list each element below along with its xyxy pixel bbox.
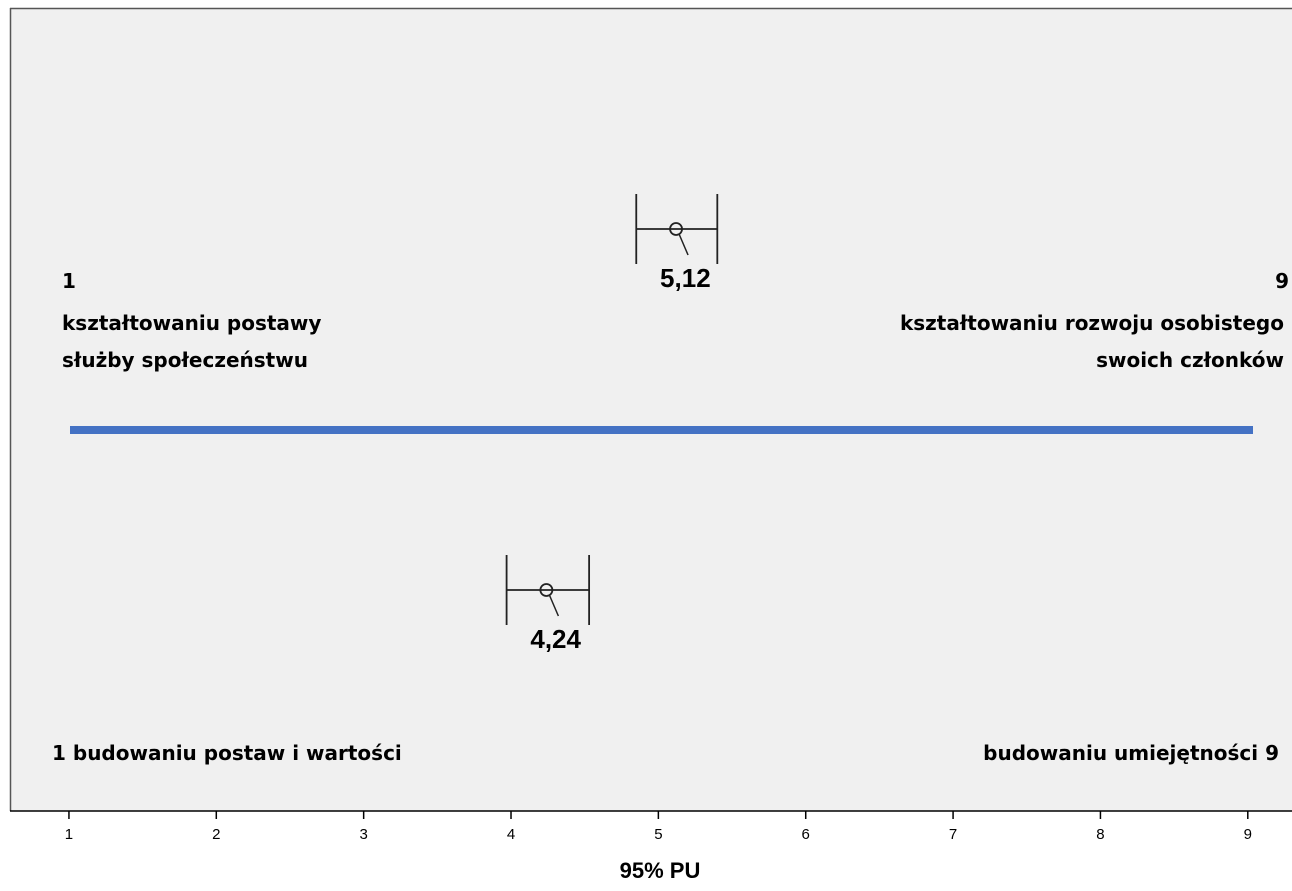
x-tick-label-7: 7 (949, 826, 957, 843)
bottom-left-label: 1 budowaniu postaw i wartości (52, 741, 402, 765)
top-right-line2: swoich członków (1096, 348, 1284, 372)
x-tick-label-9: 9 (1244, 826, 1252, 843)
bottom-right-label: budowaniu umiejętności 9 (983, 741, 1279, 765)
top-left-number: 1 (62, 269, 76, 293)
x-tick-label-3: 3 (359, 826, 367, 843)
data-marks: 5,12 4,24 (505, 194, 719, 654)
x-tick-label-2: 2 (212, 826, 220, 843)
point-1-mean-marker (669, 222, 683, 236)
point-1-value-label: 5,12 (660, 263, 711, 293)
point-2-mean-marker (539, 583, 554, 597)
point-2-value-label: 4,24 (530, 624, 581, 654)
x-axis-label: 95% PU (620, 858, 701, 883)
top-left-line2: służby społeczeństwu (62, 348, 308, 372)
top-right-line1: kształtowaniu rozwoju osobistego (900, 311, 1284, 335)
point-2-leader-line (548, 594, 560, 617)
x-tick-label-4: 4 (507, 826, 515, 843)
x-tick-label-8: 8 (1096, 826, 1104, 843)
x-tick-label-1: 1 (65, 826, 73, 843)
x-tick-label-5: 5 (654, 826, 662, 843)
plot-background (10, 8, 1292, 811)
point-1-leader-line (678, 233, 689, 256)
x-axis-ticks: 1 2 3 4 5 6 7 8 9 (65, 811, 1252, 843)
top-left-line1: kształtowaniu postawy (62, 311, 321, 335)
top-right-number: 9 (1275, 269, 1289, 293)
x-tick-label-6: 6 (802, 826, 810, 843)
